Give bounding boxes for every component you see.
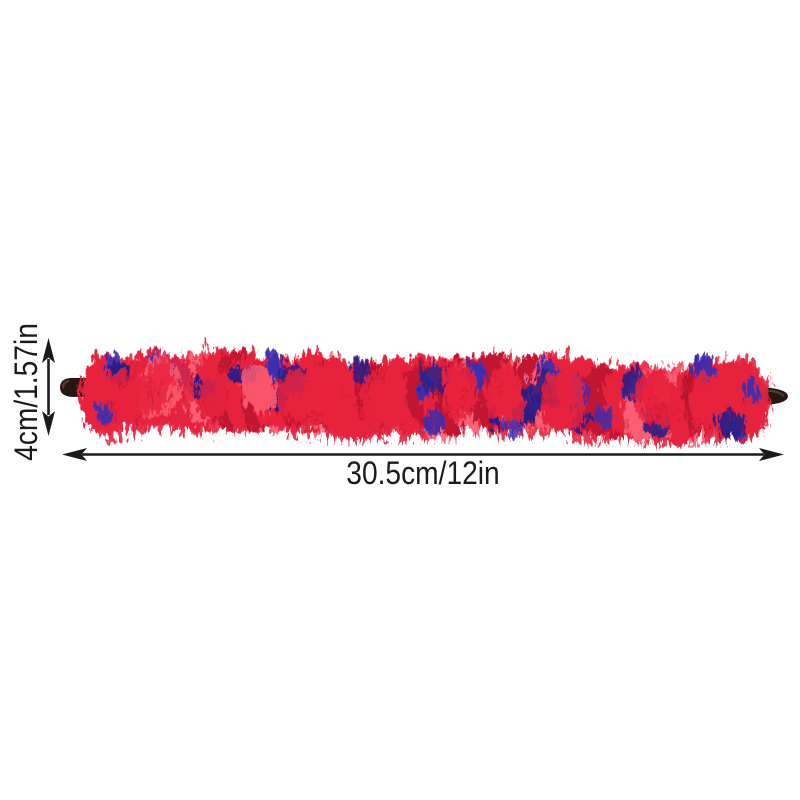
length-dimension-label: 30.5cm/12in <box>346 455 500 491</box>
height-dimension-label: 4cm/1.57in <box>8 323 44 461</box>
length-dimension-arrow <box>62 448 784 461</box>
height-dimension-arrow <box>42 338 55 436</box>
brush-product-photo <box>60 344 788 442</box>
